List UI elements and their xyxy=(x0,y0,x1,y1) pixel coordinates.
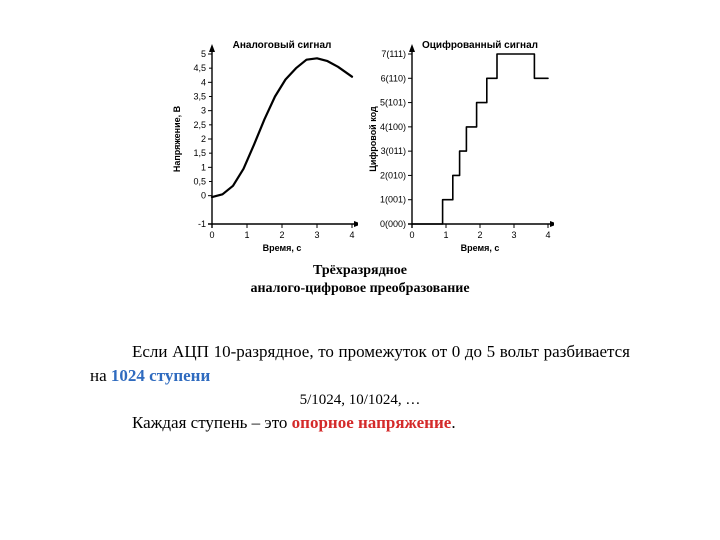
svg-text:4,5: 4,5 xyxy=(193,63,206,73)
svg-text:2: 2 xyxy=(477,230,482,240)
analog-chart: Аналоговый сигнал01234Время, с-10123454,… xyxy=(170,34,358,254)
fractions-line: 5/1024, 10/1024, … xyxy=(90,388,630,411)
svg-text:2: 2 xyxy=(201,134,206,144)
charts-row: Аналоговый сигнал01234Время, с-10123454,… xyxy=(170,34,554,254)
svg-text:3: 3 xyxy=(511,230,516,240)
svg-text:Время, с: Время, с xyxy=(461,243,500,253)
svg-text:4: 4 xyxy=(349,230,354,240)
svg-text:3(011): 3(011) xyxy=(381,146,406,156)
page-root: Аналоговый сигнал01234Время, с-10123454,… xyxy=(0,0,720,540)
svg-text:Напряжение, В: Напряжение, В xyxy=(172,105,182,172)
paragraph-2: Каждая ступень – это опорное напряжение. xyxy=(90,411,630,435)
svg-text:4: 4 xyxy=(201,77,206,87)
svg-text:0: 0 xyxy=(409,230,414,240)
svg-text:3: 3 xyxy=(314,230,319,240)
svg-text:Оцифрованный сигнал: Оцифрованный сигнал xyxy=(422,39,538,51)
svg-text:2(010): 2(010) xyxy=(380,170,406,180)
svg-text:5: 5 xyxy=(201,49,206,59)
svg-text:4: 4 xyxy=(545,230,550,240)
digital-chart: Оцифрованный сигнал 0 1 2 3 4 Время, с 0(000) 1(… xyxy=(366,34,554,254)
svg-text:Время, с: Время, с xyxy=(263,243,302,253)
caption-line1: Трёхразрядное xyxy=(313,263,407,278)
svg-text:Аналоговый сигнал: Аналоговый сигнал xyxy=(233,40,332,51)
svg-text:1(001): 1(001) xyxy=(380,195,406,205)
svg-text:3,5: 3,5 xyxy=(193,92,206,102)
svg-text:5(101): 5(101) xyxy=(380,98,406,108)
svg-text:1: 1 xyxy=(443,230,448,240)
body-text: Если АЦП 10-разрядное, то промежуток от … xyxy=(90,340,630,434)
fractions: 5/1024, 10/1024, … xyxy=(300,392,421,408)
svg-text:4(100): 4(100) xyxy=(380,122,406,132)
figure-caption: Трёхразрядное аналого-цифровое преобразо… xyxy=(170,262,550,298)
svg-text:-1: -1 xyxy=(198,219,206,229)
svg-text:0(000): 0(000) xyxy=(380,219,406,229)
svg-text:Цифровой код: Цифровой код xyxy=(368,106,378,172)
svg-text:2,5: 2,5 xyxy=(193,120,206,130)
s2c: . xyxy=(451,413,455,432)
svg-text:7(111): 7(111) xyxy=(381,49,406,59)
paragraph-1: Если АЦП 10-разрядное, то промежуток от … xyxy=(90,340,630,388)
svg-text:0: 0 xyxy=(209,230,214,240)
svg-text:1: 1 xyxy=(244,230,249,240)
svg-text:0: 0 xyxy=(201,191,206,201)
s1b: 1024 ступени xyxy=(111,366,210,385)
caption-line2: аналого-цифровое преобразование xyxy=(250,281,469,296)
svg-text:1,5: 1,5 xyxy=(193,148,206,158)
svg-text:3: 3 xyxy=(201,106,206,116)
svg-text:2: 2 xyxy=(279,230,284,240)
svg-text:1: 1 xyxy=(201,162,206,172)
s2a: Каждая ступень – это xyxy=(132,413,292,432)
svg-text:0,5: 0,5 xyxy=(193,177,206,187)
s2b: опорное напряжение xyxy=(292,413,452,432)
svg-text:6(110): 6(110) xyxy=(381,73,406,83)
